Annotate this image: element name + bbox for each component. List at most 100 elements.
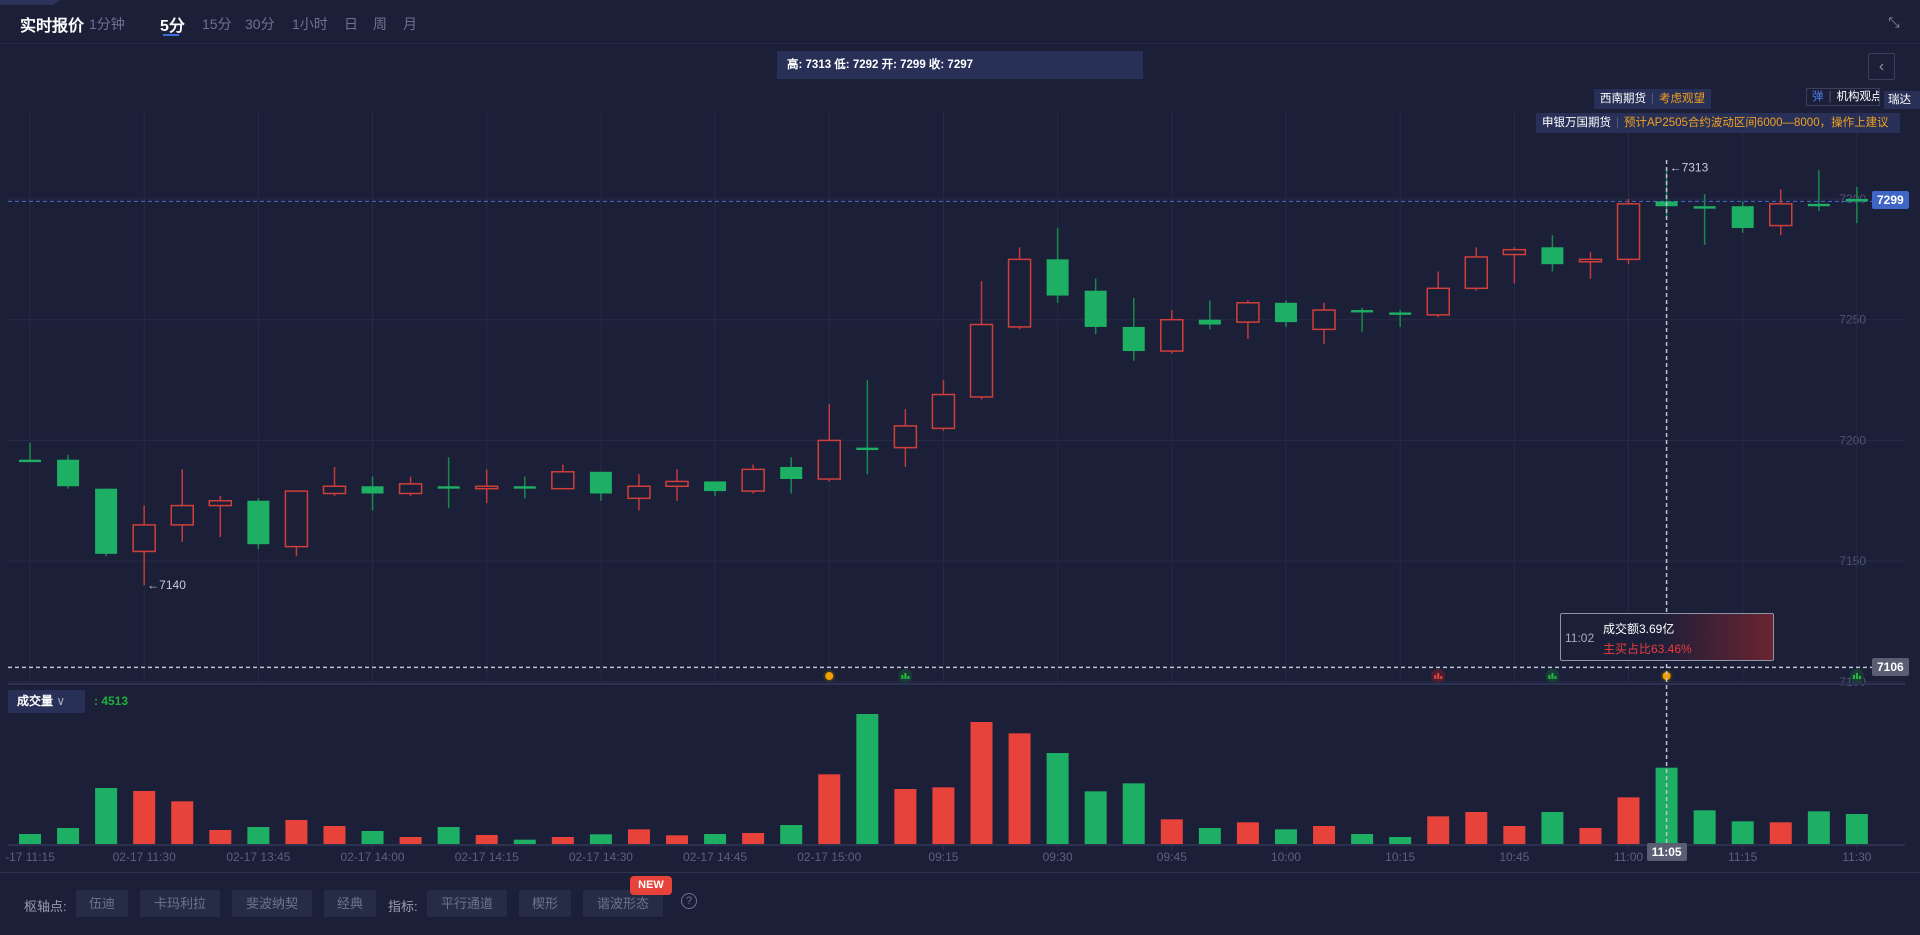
volume-bar	[1807, 811, 1830, 844]
volume-bar	[1427, 816, 1450, 844]
tab-5min[interactable]: 5分	[160, 18, 185, 35]
marker-dot	[1662, 672, 1671, 680]
volume-bar	[589, 834, 612, 844]
corner-decoration	[0, 0, 60, 5]
annotation-source: 申银万国期货	[1542, 117, 1611, 129]
price-tick-label: 7150	[1839, 554, 1866, 568]
candle-body-up	[208, 500, 233, 507]
volume-bar	[1731, 821, 1754, 844]
tab-day[interactable]: 日	[344, 16, 358, 32]
volume-label: 成交量	[17, 694, 54, 708]
volume-bar	[780, 825, 803, 844]
candle-body-down	[1845, 199, 1868, 202]
marker-bar	[907, 676, 910, 679]
candle-body-up	[398, 483, 423, 495]
tab-1hour[interactable]: 1小时	[292, 16, 328, 32]
candle-body-up	[1502, 248, 1527, 256]
volume-bar	[1389, 836, 1412, 844]
pivot-fibonacci-button[interactable]: 斐波纳契	[232, 890, 312, 917]
annotation-tag[interactable]: 西南期货 | 考虑观望	[1594, 89, 1711, 109]
time-tick-label: 11:00	[1614, 850, 1643, 864]
volume-bar	[1503, 826, 1526, 844]
candle-body-down	[1541, 247, 1564, 265]
volume-bar	[285, 819, 308, 844]
candle-body-down	[1122, 326, 1145, 352]
divider	[0, 872, 1920, 873]
event-bars-icon[interactable]	[898, 669, 913, 683]
volume-bar	[95, 787, 118, 844]
new-badge: NEW	[630, 876, 672, 895]
volume-bar	[209, 829, 232, 844]
volume-bar	[399, 836, 422, 844]
time-tick-label: 02-17 14:00	[341, 850, 405, 864]
volume-bar	[1084, 791, 1107, 844]
chevron-left-icon[interactable]: ‹	[1868, 53, 1895, 80]
candle-body-down	[1389, 312, 1412, 315]
event-bars-icon[interactable]	[1545, 669, 1560, 683]
collapse-arrows-icon[interactable]: ⤡	[1888, 14, 1900, 30]
volume-bar	[856, 714, 879, 844]
tab-1min[interactable]: 1分钟	[89, 16, 125, 32]
price-tick-label: 7250	[1839, 313, 1866, 327]
time-tick-label: 09:45	[1157, 850, 1187, 864]
volume-bar	[1122, 783, 1145, 844]
tab-15min[interactable]: 15分	[202, 16, 232, 32]
event-bars-icon[interactable]	[1431, 669, 1446, 683]
time-tick-label: 10:15	[1385, 850, 1415, 864]
wedge-button[interactable]: 楔形	[519, 890, 571, 917]
volume-bar	[932, 787, 955, 844]
active-tab-indicator	[163, 34, 179, 36]
pivot-classic-button[interactable]: 经典	[324, 890, 376, 917]
harmonic-pattern-button[interactable]: 谐波形态	[583, 890, 663, 917]
tooltip-buy-ratio: 主买占比63.46%	[1603, 642, 1692, 656]
tab-week[interactable]: 周	[373, 16, 387, 32]
tab-month[interactable]: 月	[403, 16, 417, 32]
volume-bar	[666, 835, 689, 844]
candle-body-up	[665, 480, 689, 488]
help-icon[interactable]: ?	[681, 893, 697, 909]
volume-bar	[1769, 822, 1792, 844]
low-price-label: ←7140	[147, 578, 186, 592]
event-gold-icon[interactable]	[1660, 670, 1673, 682]
event-bars-icon[interactable]	[1849, 669, 1864, 683]
annotation-source: 瑞达	[1888, 94, 1911, 106]
candle-body-down	[589, 471, 612, 494]
volume-bar	[1351, 834, 1374, 844]
pivot-camarilla-button[interactable]: 卡玛利拉	[140, 890, 220, 917]
marker-bar	[1852, 675, 1855, 679]
candle-body-up	[741, 468, 765, 492]
event-gold-icon[interactable]	[823, 670, 836, 682]
candle-body-up	[1160, 318, 1184, 352]
pivot-woodie-button[interactable]: 伍迪	[76, 890, 128, 917]
price-tick-label: 7200	[1839, 433, 1866, 447]
volume-bar	[513, 839, 536, 844]
marker-bar	[904, 673, 907, 679]
candle-body-up	[132, 524, 156, 553]
volume-bar	[1579, 827, 1602, 844]
volume-bar	[1046, 753, 1069, 844]
volume-indicator-select[interactable]: 成交量 ∨	[8, 690, 85, 713]
volume-bar	[894, 788, 917, 844]
candle-body-down	[19, 459, 41, 463]
candle-body-up	[817, 439, 842, 480]
institution-view-tag[interactable]: 弹 | 机构观点	[1806, 88, 1880, 106]
time-tick-label: 02-17 14:45	[683, 850, 747, 864]
tab-30min[interactable]: 30分	[245, 16, 275, 32]
volume-bar	[551, 836, 574, 844]
volume-value: : 4513	[94, 694, 129, 708]
annotation-tag[interactable]: 瑞达	[1884, 91, 1920, 109]
candle-body-up	[1312, 309, 1336, 331]
time-tick-label: 02-17 15:00	[797, 850, 861, 864]
candle-body-down	[1351, 310, 1374, 313]
candle-body-down	[1198, 319, 1221, 325]
candle-body-up	[1007, 258, 1032, 328]
parallel-channel-button[interactable]: 平行通道	[427, 890, 507, 917]
candle-body-down	[247, 500, 270, 545]
candle-body-up	[170, 504, 194, 526]
time-tick-label: 02-17 13:45	[226, 850, 290, 864]
indicator-label: 指标:	[388, 899, 418, 914]
annotation-tag[interactable]: 申银万国期货 | 预计AP2505合约波动区间6000—8000，操作上建议	[1536, 113, 1900, 133]
candle-body-down	[780, 466, 803, 480]
volume-bar	[437, 827, 460, 844]
